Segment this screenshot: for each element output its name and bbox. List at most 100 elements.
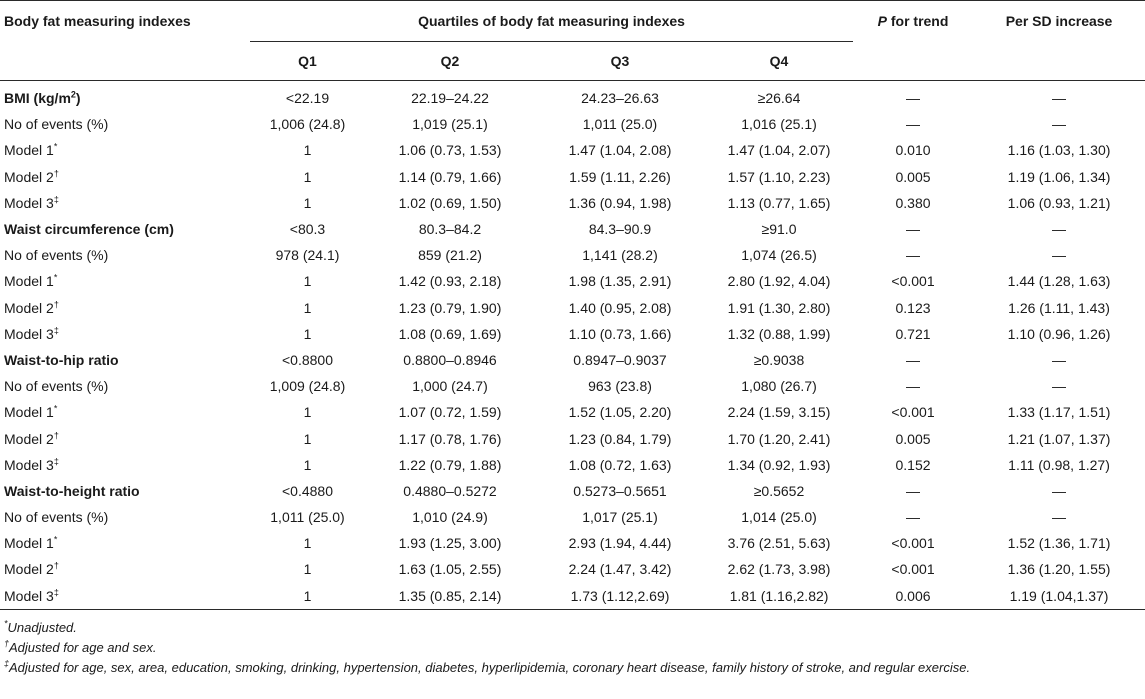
footnote-mark: ‡ (4, 658, 10, 669)
cell-sd: — (1052, 116, 1067, 133)
cell-q1: 1,009 (24.8) (269, 378, 346, 395)
cell-p: — (906, 509, 921, 526)
cell-p: <0.001 (891, 273, 935, 290)
table-body: BMI (kg/m2) <22.19 22.19–24.22 24.23–26.63 ≥… (0, 81, 1145, 610)
cell-q3: 0.5273–0.5651 (573, 482, 667, 499)
cell-q1: 1 (303, 404, 312, 421)
cell-q4: 1.13 (0.77, 1.65) (727, 194, 831, 211)
row-label-sup: * (53, 534, 58, 545)
row-label-text: Model 1 (4, 142, 54, 159)
cell-p: <0.001 (891, 535, 935, 552)
header-blank (973, 42, 1145, 81)
row-label-text: BMI (kg/m (4, 90, 71, 107)
row-label: Model 2† (0, 164, 250, 190)
cell-q4: ≥91.0 (761, 221, 797, 238)
cell-p: — (906, 90, 921, 107)
cell-q3: 1.10 (0.73, 1.66) (568, 325, 672, 342)
cell-q2: 1.17 (0.78, 1.76) (398, 430, 502, 447)
cell-q3: 1,141 (28.2) (582, 247, 658, 264)
cell-q2: 1,019 (25.1) (412, 116, 488, 133)
row-label: Model 3‡ (0, 321, 250, 347)
row-label-sup: † (53, 298, 59, 309)
cell-q4: 2.24 (1.59, 3.15) (727, 404, 831, 421)
cell-sd: 1.44 (1.28, 1.63) (1007, 273, 1111, 290)
table-row: Model 1* 1 1.06 (0.73, 1.53) 1.47 (1.04, 2.… (0, 137, 1145, 163)
table-row: Model 2† 1 1.14 (0.79, 1.66) 1.59 (1.11, 2.… (0, 164, 1145, 190)
table-row: Model 3‡ 1 1.22 (0.79, 1.88) 1.08 (0.72, 1.… (0, 452, 1145, 478)
table-row: Model 2† 1 1.63 (1.05, 2.55) 2.24 (1.47, 3.… (0, 556, 1145, 582)
cell-sd: 1.33 (1.17, 1.51) (1007, 404, 1111, 421)
cell-q3: 1.47 (1.04, 2.08) (568, 142, 672, 159)
cell-q1: <0.4880 (282, 482, 333, 499)
table-row: Model 3‡ 1 1.02 (0.69, 1.50) 1.36 (0.94, 1.… (0, 190, 1145, 216)
cell-sd: 1.10 (0.96, 1.26) (1007, 325, 1111, 342)
footnote: ‡Adjusted for age, sex, area, education,… (4, 658, 970, 678)
cell-q3: 84.3–90.9 (588, 221, 652, 238)
cell-p: 0.721 (895, 325, 931, 342)
cell-p: — (906, 221, 921, 238)
row-label: Model 1* (0, 530, 250, 556)
cell-q1: <22.19 (285, 90, 330, 107)
row-label-text: Model 2 (4, 561, 54, 578)
row-label-text: Waist circumference (cm) (4, 221, 174, 238)
cell-q4: 2.62 (1.73, 3.98) (727, 561, 831, 578)
cell-q4: 1.47 (1.04, 2.07) (727, 142, 831, 159)
cell-p: 0.123 (895, 299, 931, 316)
cell-q2: 1,000 (24.7) (412, 378, 488, 395)
row-label-sup: * (53, 141, 58, 152)
header-q4: Q4 (769, 53, 789, 69)
cell-q3: 1.08 (0.72, 1.63) (568, 456, 672, 473)
header-blank (853, 42, 973, 81)
cell-q3: 1,017 (25.1) (582, 509, 658, 526)
table-row: Model 1* 1 1.93 (1.25, 3.00) 2.93 (1.94, 4.… (0, 530, 1145, 556)
row-label-suffix: ) (75, 90, 81, 107)
footnote: *Unadjusted. (4, 618, 970, 638)
cell-q4: 1,080 (26.7) (741, 378, 817, 395)
cell-q1: <80.3 (289, 221, 326, 238)
header-per-sd: Per SD increase (1005, 13, 1113, 30)
cell-p: — (906, 351, 921, 368)
cell-p: <0.001 (891, 404, 935, 421)
cell-q3: 1.98 (1.35, 2.91) (568, 273, 672, 290)
cell-q4: ≥0.5652 (753, 482, 805, 499)
cell-sd: 1.11 (0.98, 1.27) (1008, 456, 1110, 473)
cell-q2: 1.63 (1.05, 2.55) (398, 561, 502, 578)
row-label-sup: ‡ (53, 194, 59, 205)
cell-q4: 1.57 (1.10, 2.23) (727, 168, 831, 185)
row-label-sup: † (53, 560, 59, 571)
cell-p: — (906, 378, 921, 395)
row-label-sup: ‡ (53, 456, 59, 467)
cell-p: 0.152 (895, 456, 931, 473)
row-label-text: Model 2 (4, 168, 54, 185)
table-row: Model 2† 1 1.17 (0.78, 1.76) 1.23 (0.84, 1.… (0, 425, 1145, 451)
cell-q3: 1.40 (0.95, 2.08) (568, 299, 672, 316)
footnote-mark: † (4, 638, 10, 649)
row-label: Model 3‡ (0, 452, 250, 478)
cell-sd: 1.52 (1.36, 1.71) (1007, 535, 1111, 552)
cell-q2: 1.93 (1.25, 3.00) (398, 535, 502, 552)
footnote-text: Unadjusted. (7, 620, 77, 635)
cell-q2: 1.08 (0.69, 1.69) (398, 325, 502, 342)
cell-q4: 1.32 (0.88, 1.99) (727, 325, 831, 342)
table-row: No of events (%) 1,006 (24.8) 1,019 (25.1)… (0, 111, 1145, 137)
footnote-mark: * (4, 618, 8, 629)
row-label-text: Waist-to-height ratio (4, 482, 140, 499)
cell-sd: 1.19 (1.04,1.37) (973, 582, 1145, 610)
cell-p: 0.005 (895, 168, 931, 185)
row-label-text: Model 3 (4, 456, 54, 473)
row-label-text: Model 2 (4, 430, 54, 447)
cell-q3: 2.93 (1.94, 4.44) (568, 535, 672, 552)
header-q1: Q1 (298, 53, 317, 69)
cell-q1: 1 (303, 299, 312, 316)
row-label-sup: † (53, 168, 59, 178)
cell-q4: 1.91 (1.30, 2.80) (727, 299, 831, 316)
cell-p: — (906, 247, 921, 264)
row-label: Model 2† (0, 556, 250, 582)
row-label: Model 3‡ (0, 190, 250, 216)
cell-q4: 1.81 (1.16,2.82) (705, 582, 854, 610)
cell-q1: 1 (303, 168, 312, 185)
cell-q2: 22.19–24.22 (411, 90, 489, 107)
row-label-text: Waist-to-hip ratio (4, 351, 119, 368)
cell-q1: <0.8800 (282, 351, 333, 368)
cell-sd: 1.16 (1.03, 1.30) (1007, 142, 1111, 159)
